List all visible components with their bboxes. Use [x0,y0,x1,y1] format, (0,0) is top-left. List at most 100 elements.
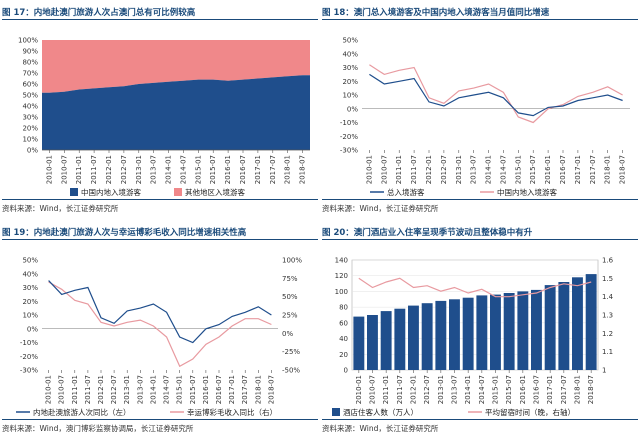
x-tick-label: 2015-01 [492,375,500,404]
x-tick-label: 2010-07 [60,155,68,184]
x-tick-label: 2010-07 [58,375,66,404]
x-tick-label: 2018-01 [284,155,292,184]
x-tick-label: 2013-01 [437,375,445,404]
x-tick-label: 2018-01 [604,155,612,184]
y-tick-label-left: 120 [335,272,348,280]
bar [503,293,515,370]
bar [490,294,501,370]
chart-title: 图 17：内地赴澳门旅游人次占澳门总有可比例较高 [2,8,196,18]
chart-20-plot: 0 20 40 60 80 100 120 140 1 1.1 1.2 1.3 1.4 1.5 1.6 201… [332,257,614,417]
y-tick-label: 30% [22,114,38,122]
x-tick-label: 2014-07 [179,155,187,184]
y-tick-label: 40% [342,50,358,58]
x-tick-label: 2016-07 [215,375,223,404]
x-tick-label: 2015-07 [505,375,513,404]
title-rule [322,239,638,240]
y-tick-label: 100% [18,37,38,45]
legend-swatch [70,188,78,196]
chart-title: 图 19：内地赴澳门旅游人次与幸运博彩毛收入同比增速相关性高 [2,228,247,238]
y-tick-label: 50% [342,37,358,45]
y-tick-label: 50% [22,92,38,100]
y-tick-label-right: 50% [282,293,298,301]
x-tick-label: 2016-07 [239,155,247,184]
series-line [369,64,623,124]
x-tick-label: 2011-01 [71,375,79,404]
y-tick-label: 10% [342,92,358,100]
x-tick-label: 2018-07 [587,375,595,404]
bar [449,299,460,370]
x-tick-label: 2016-07 [533,375,541,404]
x-tick-label: 2015-01 [514,155,522,184]
bar [531,289,542,370]
y-tick-label-left: -10% [20,339,38,347]
y-tick-label-right: 0% [282,330,293,338]
bar [394,308,406,370]
x-tick-label: 2017-07 [241,375,249,404]
y-tick-label: 90% [22,48,38,56]
y-tick-label-right: 1.5 [602,275,613,283]
x-tick-label: 2011-07 [84,375,92,404]
y-tick-label: 30% [342,64,358,72]
x-tick-label: 2014-01 [149,375,157,404]
y-tick-label: 0% [27,147,38,155]
bar [572,277,583,370]
x-tick-label: 2016-01 [224,155,232,184]
x-tick-label: 2012-07 [423,375,431,404]
bar [544,285,556,370]
series-line-stay [358,277,592,298]
y-tick-label: 70% [22,70,38,78]
y-tick-label-right: 1 [602,367,606,375]
chart-source: 资料来源：Wind，长江证券研究所 [2,204,119,213]
x-tick-label: 2015-01 [194,155,202,184]
chart-19-plot: -30% -20% -10% 0% 10% 20% 30% 40% 50% -50% -25% 0% 2… [16,257,302,417]
x-tick-label: 2013-07 [136,375,144,404]
chart-source: 资料来源：Wind，长江证券研究所 [322,204,439,213]
y-tick-label-right: 1.6 [602,257,614,265]
x-tick-label: 2012-07 [440,155,448,184]
y-tick-label-left: 100 [335,288,348,296]
y-tick-label-left: 80 [339,304,348,312]
legend-swatch [174,188,182,196]
area-other-regions [42,40,310,93]
bar [435,300,447,370]
y-tick-label-left: 20% [22,298,38,306]
chart-panel-19: 图 19：内地赴澳门旅游人次与幸运博彩毛收入同比增速相关性高 -30% -20% -… [2,222,318,437]
y-tick-label: 60% [22,81,38,89]
y-tick-label-left: 40 [339,335,348,343]
x-tick-label: 2015-07 [189,375,197,404]
bar [517,291,529,370]
x-tick-label: 2011-01 [382,375,390,404]
x-tick-label: 2017-07 [560,375,568,404]
x-tick-label: 2015-07 [529,155,537,184]
y-tick-label-left: 140 [335,257,348,265]
bar [353,316,365,370]
x-tick-label: 2010-01 [365,155,373,184]
x-tick-label: 2012-01 [410,375,418,404]
chart-title: 图 18：澳门总入境游客及中国内地入境游客当月值同比增速 [322,8,550,18]
title-rule [2,239,318,240]
x-tick-label: 2014-01 [464,375,472,404]
x-tick-label: 2012-07 [120,155,128,184]
x-tick-label: 2014-07 [478,375,486,404]
y-tick-label-left: 0% [27,325,38,333]
x-tick-label: 2013-01 [135,155,143,184]
y-tick-label: 40% [22,103,38,111]
x-tick-label: 2011-07 [90,155,98,184]
x-tick-label: 2018-01 [254,375,262,404]
chart-panel-17: 图 17：内地赴澳门旅游人次占澳门总有可比例较高 0% 10% 20% 30% 40% 5… [2,2,318,217]
legend-label: 中国内地入境游客 [497,187,557,197]
x-tick-label: 2016-07 [559,155,567,184]
y-tick-label: 20% [22,125,38,133]
y-tick-label-left: 0 [344,367,348,375]
x-tick-label: 2015-01 [176,375,184,404]
y-tick-label: 10% [22,136,38,144]
y-tick-label: 0% [347,105,358,113]
x-tick-label: 2010-01 [355,375,363,404]
y-tick-label-right: -50% [282,367,300,375]
legend-label: 总入境游客 [387,187,425,197]
title-rule [2,19,318,20]
x-tick-label: 2014-07 [499,155,507,184]
x-tick-label: 2011-07 [396,375,404,404]
x-tick-label: 2010-01 [45,375,53,404]
y-tick-label-left: -30% [20,367,38,375]
